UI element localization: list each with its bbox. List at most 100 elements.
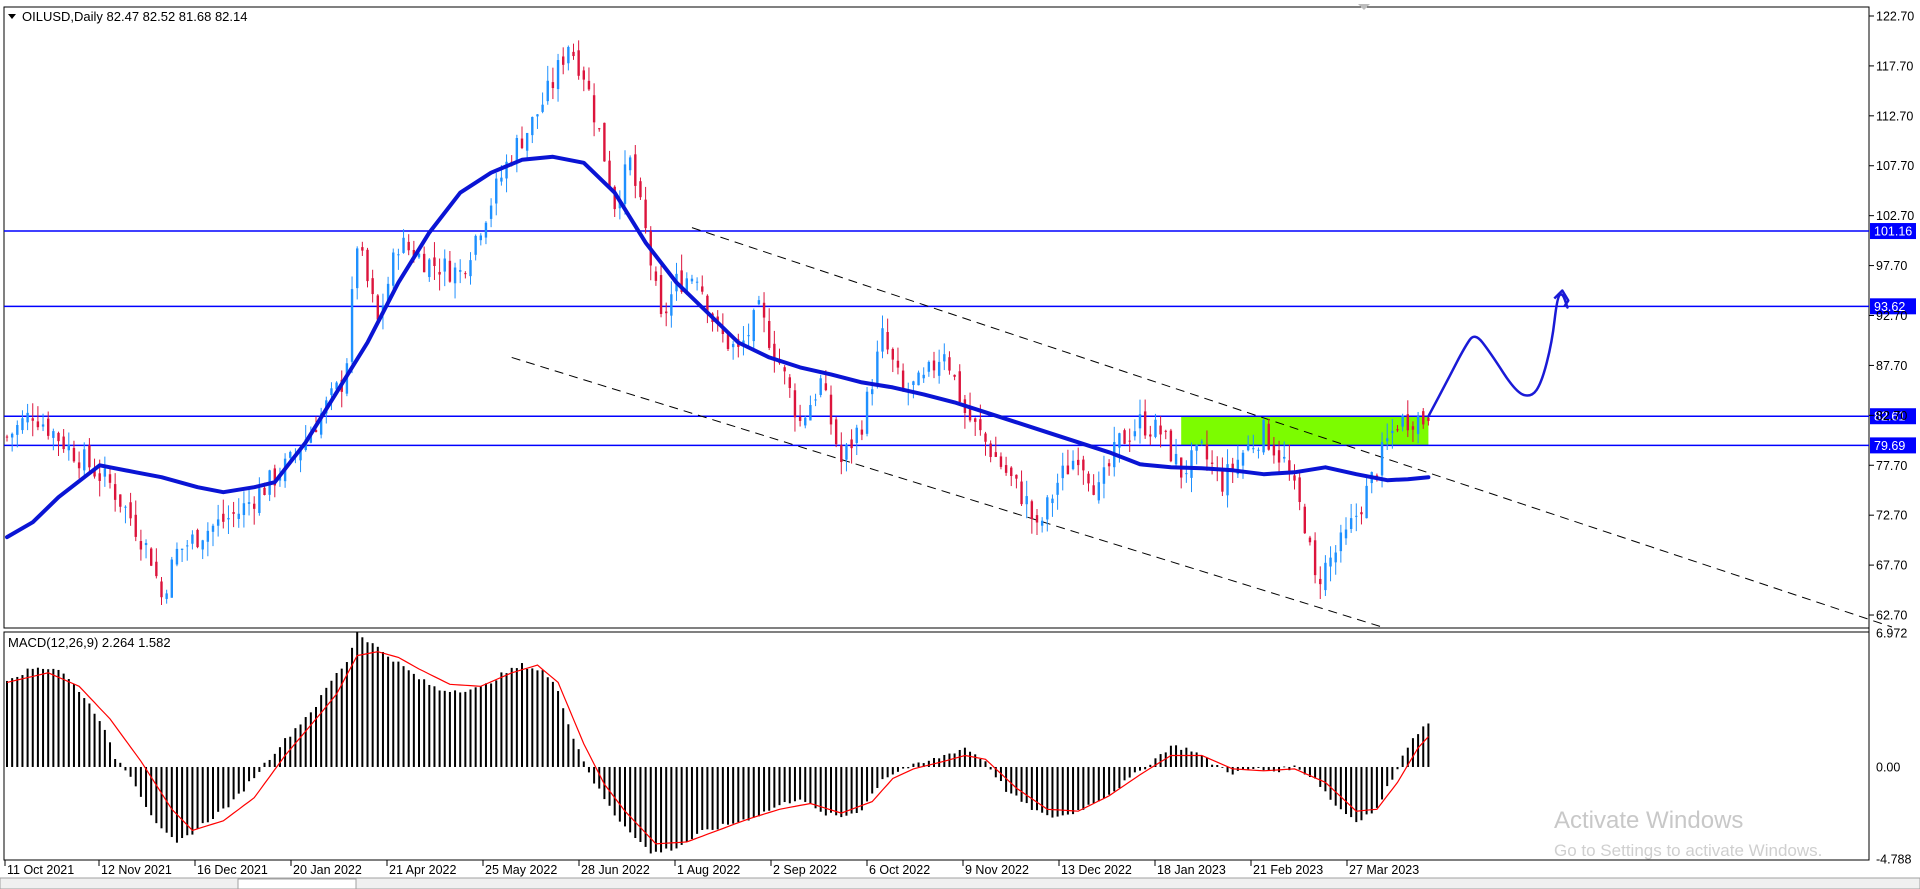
macd-histogram-bar xyxy=(67,679,70,767)
candle-body xyxy=(144,542,148,546)
candle-body xyxy=(1200,441,1203,443)
candle-body xyxy=(1226,464,1229,496)
candle-body xyxy=(932,360,936,371)
resistance-zone[interactable] xyxy=(1181,416,1429,446)
candle-body xyxy=(1267,423,1270,450)
macd-histogram-bar xyxy=(685,766,688,842)
candle-body xyxy=(994,452,997,457)
macd-histogram-bar xyxy=(1036,766,1038,811)
candle-body xyxy=(577,50,580,76)
macd-histogram-bar xyxy=(515,668,518,767)
candle-body xyxy=(912,381,915,386)
macd-histogram-bar xyxy=(1381,766,1384,800)
level-price-text: 82.61 xyxy=(1874,410,1905,424)
macd-histogram-bar xyxy=(1422,726,1425,767)
candle-body xyxy=(871,389,874,395)
candle-body xyxy=(474,235,477,255)
macd-histogram-bar xyxy=(196,766,199,829)
candle-body xyxy=(495,178,498,204)
macd-signal-line[interactable] xyxy=(6,651,1429,845)
macd-histogram-bar xyxy=(253,766,256,779)
candle-body xyxy=(422,253,426,273)
macd-histogram-bar xyxy=(551,681,554,767)
macd-histogram-bar xyxy=(294,728,297,767)
macd-histogram-bar xyxy=(412,673,415,767)
macd-histogram-bar xyxy=(387,656,390,767)
candle-body xyxy=(809,405,812,421)
candle-body xyxy=(57,432,60,442)
price-axis-label: 87.70 xyxy=(1876,359,1907,373)
macd-histogram-bar xyxy=(1180,749,1183,767)
macd-histogram-bar xyxy=(155,766,158,824)
candle-body xyxy=(546,80,549,102)
candle-body xyxy=(1010,467,1013,477)
candle-body xyxy=(1329,557,1332,567)
candle-body xyxy=(67,444,70,451)
candle-body xyxy=(979,419,982,431)
macd-histogram-bar xyxy=(1128,766,1131,778)
chart-shift-marker-icon[interactable] xyxy=(1358,4,1370,10)
channel-trendline[interactable] xyxy=(691,227,1893,628)
timeline-scrollbar[interactable] xyxy=(0,877,1920,889)
price-axis-label: 117.70 xyxy=(1876,59,1913,73)
macd-histogram-bar xyxy=(1272,766,1275,772)
candle-body xyxy=(371,278,374,295)
price-pane[interactable] xyxy=(3,6,1870,629)
candle-body xyxy=(150,548,153,566)
macd-histogram-bar xyxy=(958,749,961,767)
macd-histogram-bar xyxy=(1226,766,1229,773)
macd-histogram-bar xyxy=(88,703,91,767)
macd-histogram-bar xyxy=(1102,766,1105,799)
macd-histogram-bar xyxy=(222,766,225,809)
channel-trendline[interactable] xyxy=(511,356,1383,628)
candle-body xyxy=(948,357,951,371)
macd-histogram-bar xyxy=(1154,758,1157,767)
macd-histogram-bar xyxy=(629,766,632,833)
candle-body xyxy=(356,248,359,289)
macd-histogram-bar xyxy=(1427,723,1430,767)
macd-histogram-bar xyxy=(994,766,997,778)
price-axis-label: 97.70 xyxy=(1876,259,1907,273)
macd-histogram-bar xyxy=(1066,766,1069,815)
macd-histogram-bar xyxy=(1324,766,1327,792)
macd-histogram-bar xyxy=(984,761,987,767)
candle-body xyxy=(119,494,122,507)
macd-pane[interactable] xyxy=(3,631,1870,861)
candle-body xyxy=(1257,449,1260,451)
candle-body xyxy=(881,328,884,352)
candle-body xyxy=(108,474,112,483)
macd-histogram-bar xyxy=(840,766,843,818)
macd-histogram-bar xyxy=(737,766,740,823)
candle-body xyxy=(484,222,488,238)
candle-body xyxy=(1272,445,1276,456)
macd-histogram-bar xyxy=(1195,752,1198,767)
candle-body xyxy=(922,374,925,379)
triangle-down-icon[interactable] xyxy=(8,14,16,19)
macd-histogram-bar xyxy=(335,672,338,767)
candle-body xyxy=(804,417,807,426)
candle-body xyxy=(1324,562,1327,591)
scroll-tab[interactable] xyxy=(237,878,357,889)
candle-body xyxy=(695,281,699,283)
time-axis-label: 1 Aug 2022 xyxy=(677,863,740,877)
candle-body xyxy=(1190,450,1193,478)
macd-histogram-bar xyxy=(284,738,287,767)
macd-histogram-bar xyxy=(922,763,925,767)
price-axis-label: 82.70 xyxy=(1876,409,1907,423)
candle-body xyxy=(1056,482,1059,495)
candle-body xyxy=(567,46,570,64)
forecast-arrow-path[interactable] xyxy=(1427,293,1569,418)
candle-body xyxy=(1277,450,1281,463)
moving-average-line[interactable] xyxy=(5,154,1431,540)
macd-histogram-bar xyxy=(78,691,81,767)
macd-histogram-bar xyxy=(582,761,585,767)
candle-body xyxy=(227,517,230,520)
candle-body xyxy=(5,436,9,438)
candle-body xyxy=(1416,416,1420,435)
candle-body xyxy=(896,360,900,368)
macd-histogram-bar xyxy=(1149,764,1152,767)
macd-histogram-bar xyxy=(763,766,766,812)
candle-body xyxy=(773,343,776,360)
candle-body xyxy=(464,273,467,275)
